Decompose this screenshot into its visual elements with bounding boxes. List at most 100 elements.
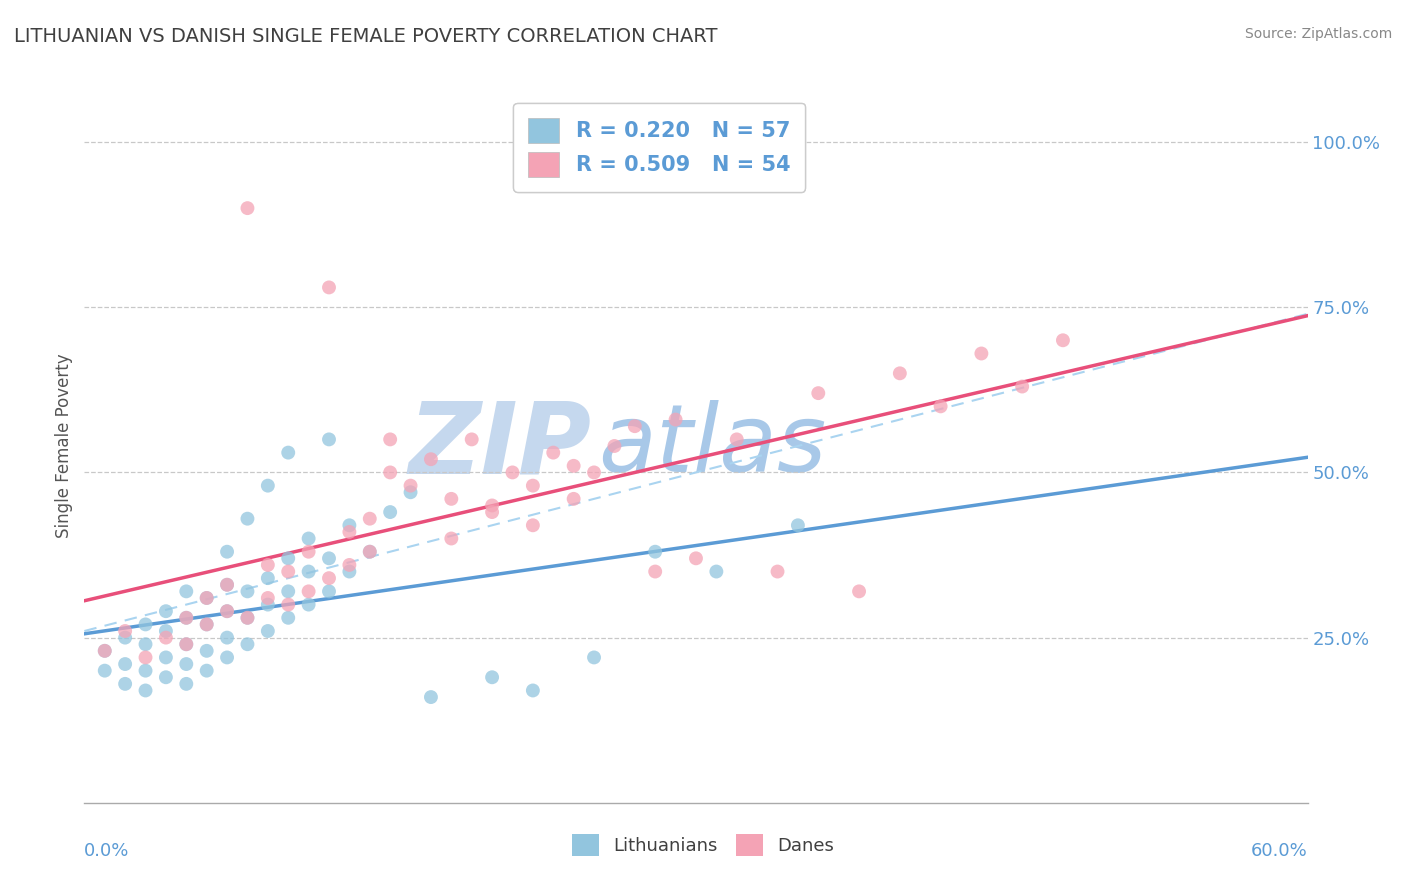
Point: [174, 637, 197, 651]
Point: [440, 491, 463, 506]
Point: [135, 664, 157, 678]
Point: [481, 499, 503, 513]
Point: [298, 598, 321, 612]
Point: [277, 611, 299, 625]
Point: [236, 637, 259, 651]
Point: [236, 201, 259, 215]
Point: [257, 571, 280, 585]
Point: [135, 683, 157, 698]
Point: [236, 511, 259, 525]
Point: [318, 280, 340, 294]
Point: [685, 551, 707, 566]
Point: [217, 545, 239, 559]
Point: [970, 346, 993, 360]
Text: atlas: atlas: [598, 401, 827, 491]
Point: [644, 565, 666, 579]
Point: [195, 591, 218, 605]
Point: [359, 545, 381, 559]
Point: [481, 505, 503, 519]
Point: [93, 664, 115, 678]
Point: [522, 518, 544, 533]
Point: [114, 677, 136, 691]
Point: [217, 631, 239, 645]
Point: [174, 637, 197, 651]
Point: [339, 524, 361, 539]
Text: 60.0%: 60.0%: [1251, 842, 1308, 860]
Point: [155, 604, 177, 618]
Point: [155, 670, 177, 684]
Point: [236, 584, 259, 599]
Point: [174, 677, 197, 691]
Point: [603, 439, 626, 453]
Point: [277, 445, 299, 459]
Point: [195, 644, 218, 658]
Point: [298, 532, 321, 546]
Point: [195, 617, 218, 632]
Point: [481, 670, 503, 684]
Point: [318, 584, 340, 599]
Point: [195, 617, 218, 632]
Point: [174, 611, 197, 625]
Point: [135, 650, 157, 665]
Y-axis label: Single Female Poverty: Single Female Poverty: [55, 354, 73, 538]
Point: [298, 565, 321, 579]
Point: [217, 578, 239, 592]
Point: [155, 631, 177, 645]
Point: [644, 545, 666, 559]
Point: [766, 565, 789, 579]
Point: [277, 551, 299, 566]
Point: [318, 433, 340, 447]
Text: LITHUANIAN VS DANISH SINGLE FEMALE POVERTY CORRELATION CHART: LITHUANIAN VS DANISH SINGLE FEMALE POVER…: [14, 27, 717, 45]
Point: [217, 578, 239, 592]
Point: [624, 419, 647, 434]
Point: [665, 412, 688, 426]
Point: [420, 452, 443, 467]
Point: [1052, 333, 1074, 347]
Point: [359, 545, 381, 559]
Point: [114, 657, 136, 671]
Point: [807, 386, 830, 401]
Point: [174, 611, 197, 625]
Point: [195, 591, 218, 605]
Point: [318, 571, 340, 585]
Point: [889, 367, 911, 381]
Point: [706, 565, 728, 579]
Point: [257, 558, 280, 572]
Point: [135, 617, 157, 632]
Point: [583, 650, 606, 665]
Text: 0.0%: 0.0%: [84, 842, 129, 860]
Point: [257, 598, 280, 612]
Point: [399, 485, 422, 500]
Point: [277, 598, 299, 612]
Point: [155, 624, 177, 638]
Point: [217, 650, 239, 665]
Point: [399, 478, 422, 492]
Point: [236, 611, 259, 625]
Point: [195, 664, 218, 678]
Point: [174, 584, 197, 599]
Point: [339, 518, 361, 533]
Point: [787, 518, 810, 533]
Point: [848, 584, 870, 599]
Point: [298, 584, 321, 599]
Text: Source: ZipAtlas.com: Source: ZipAtlas.com: [1244, 27, 1392, 41]
Point: [339, 558, 361, 572]
Point: [543, 445, 565, 459]
Point: [174, 657, 197, 671]
Point: [725, 433, 748, 447]
Point: [562, 491, 585, 506]
Point: [318, 551, 340, 566]
Point: [461, 433, 484, 447]
Point: [277, 565, 299, 579]
Point: [93, 644, 115, 658]
Point: [257, 624, 280, 638]
Point: [929, 400, 952, 414]
Point: [440, 532, 463, 546]
Point: [114, 624, 136, 638]
Point: [114, 631, 136, 645]
Point: [562, 458, 585, 473]
Point: [380, 505, 402, 519]
Point: [583, 466, 606, 480]
Point: [217, 604, 239, 618]
Legend: R = 0.220   N = 57, R = 0.509   N = 54: R = 0.220 N = 57, R = 0.509 N = 54: [513, 103, 806, 192]
